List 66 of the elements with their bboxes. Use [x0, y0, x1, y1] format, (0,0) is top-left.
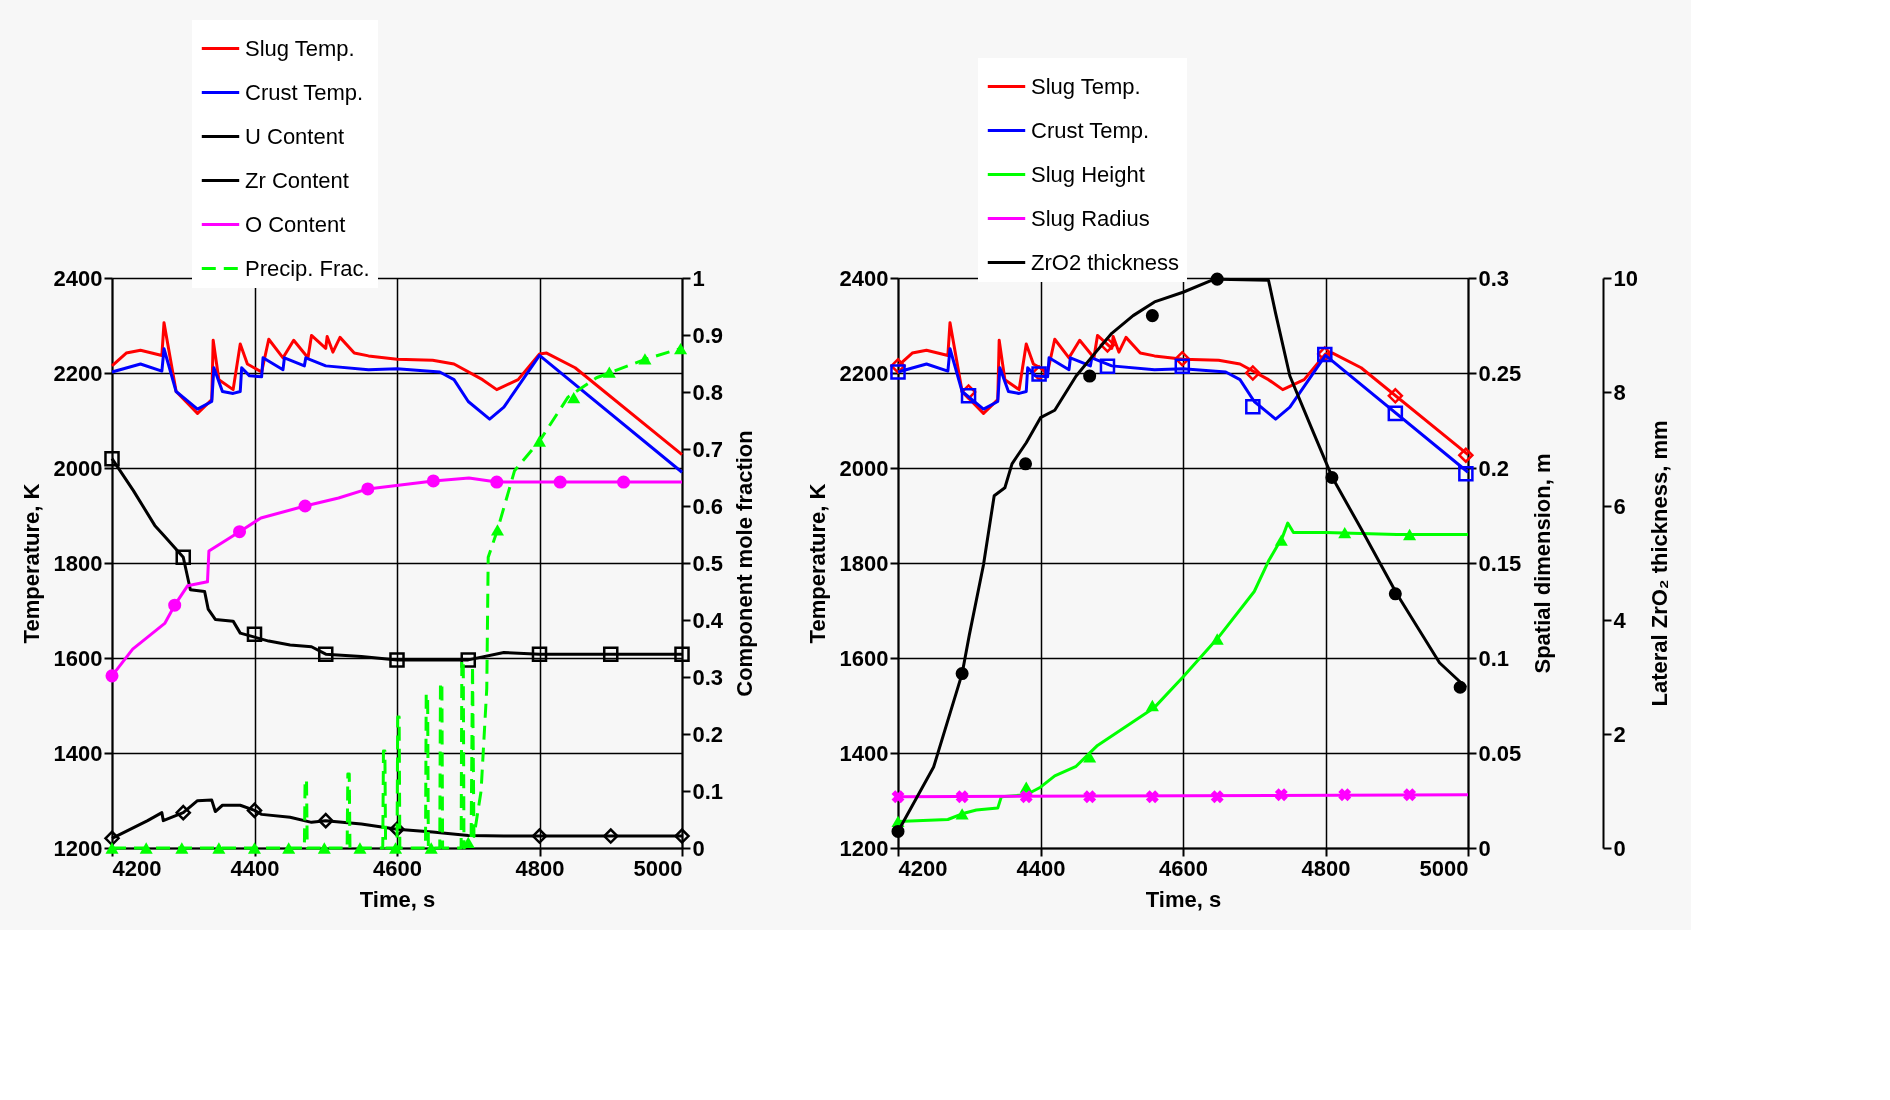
y-tick-label: 1400 [839, 740, 889, 766]
x-axis-title: Time, s [1145, 886, 1222, 912]
y2-tick-label: 0.1 [692, 778, 724, 804]
x-tick-label: 4200 [112, 855, 162, 881]
x-tick-label: 4600 [1159, 855, 1208, 881]
legend-label: O Content [245, 211, 346, 237]
y2-tick-label: 0 [692, 835, 705, 861]
y-tick-label: 1200 [53, 835, 103, 861]
y3-tick-label: 2 [1613, 721, 1626, 747]
y2-tick-label: 0.15 [1478, 550, 1522, 576]
legend-label: Slug Radius [1031, 205, 1150, 231]
y-tick-label: 1800 [53, 550, 103, 576]
y-tick-label: 1200 [839, 835, 889, 861]
y2-tick-label: 0.8 [692, 379, 724, 405]
x-axis-title: Time, s [359, 886, 436, 912]
y-tick-label: 2000 [53, 455, 103, 481]
x-tick-label: 4800 [1301, 855, 1351, 881]
x-tick-label: 4600 [373, 855, 422, 881]
y2-tick-label: 0.25 [1478, 360, 1522, 386]
y3-tick-label: 6 [1613, 493, 1626, 519]
legend-label: U Content [245, 123, 345, 149]
y2-tick-label: 0.9 [692, 322, 724, 348]
y-tick-label: 2400 [53, 265, 103, 291]
legend-label: Slug Height [1031, 161, 1145, 187]
y-tick-label: 2200 [53, 360, 103, 386]
x-tick-label: 4800 [515, 855, 565, 881]
y2-axis-title: Spatial dimension, m [1530, 453, 1556, 674]
y2-tick-label: 0.6 [692, 493, 724, 519]
x-tick-label: 5000 [1419, 855, 1469, 881]
x-tick-label: 4200 [898, 855, 948, 881]
x-tick-label: 5000 [633, 855, 683, 881]
y2-tick-label: 1 [692, 265, 705, 291]
y2-tick-label: 0.05 [1478, 740, 1522, 766]
y-tick-label: 1600 [53, 645, 103, 671]
y-axis-title: Temperature, K [804, 483, 830, 644]
y-tick-label: 1600 [839, 645, 889, 671]
y3-tick-label: 8 [1613, 379, 1626, 405]
y2-tick-label: 0.1 [1478, 645, 1510, 671]
y2-tick-label: 0.3 [1478, 265, 1510, 291]
y-tick-label: 2000 [839, 455, 889, 481]
legend-label: Slug Temp. [1031, 73, 1141, 99]
y-tick-label: 2200 [839, 360, 889, 386]
y3-tick-label: 4 [1613, 607, 1627, 633]
legend-label: Crust Temp. [1031, 117, 1150, 143]
y-tick-label: 2400 [839, 265, 889, 291]
y2-tick-label: 0.4 [692, 607, 724, 633]
y3-tick-label: 0 [1613, 835, 1626, 861]
legend-label: Crust Temp. [245, 79, 364, 105]
legend-label: Slug Temp. [245, 35, 355, 61]
y-axis-title: Temperature, K [18, 483, 44, 644]
y2-tick-label: 0.7 [692, 436, 724, 462]
y2-axis-title: Component mole fraction [732, 430, 758, 697]
y2-tick-label: 0.3 [692, 664, 724, 690]
y2-tick-label: 0.5 [692, 550, 724, 576]
y3-tick-label: 10 [1613, 265, 1638, 291]
y-tick-label: 1400 [53, 740, 103, 766]
legend-label: Precip. Frac. [245, 255, 370, 281]
y-tick-label: 1800 [839, 550, 889, 576]
x-tick-label: 4400 [1016, 855, 1066, 881]
x-tick-label: 4400 [230, 855, 280, 881]
y2-tick-label: 0 [1478, 835, 1491, 861]
y3-axis-title: Lateral ZrO₂ thickness, mm [1646, 420, 1672, 707]
y2-tick-label: 0.2 [1478, 455, 1510, 481]
legend-label: Zr Content [245, 167, 349, 193]
y2-tick-label: 0.2 [692, 721, 724, 747]
legend-label: ZrO2 thickness [1031, 249, 1179, 275]
